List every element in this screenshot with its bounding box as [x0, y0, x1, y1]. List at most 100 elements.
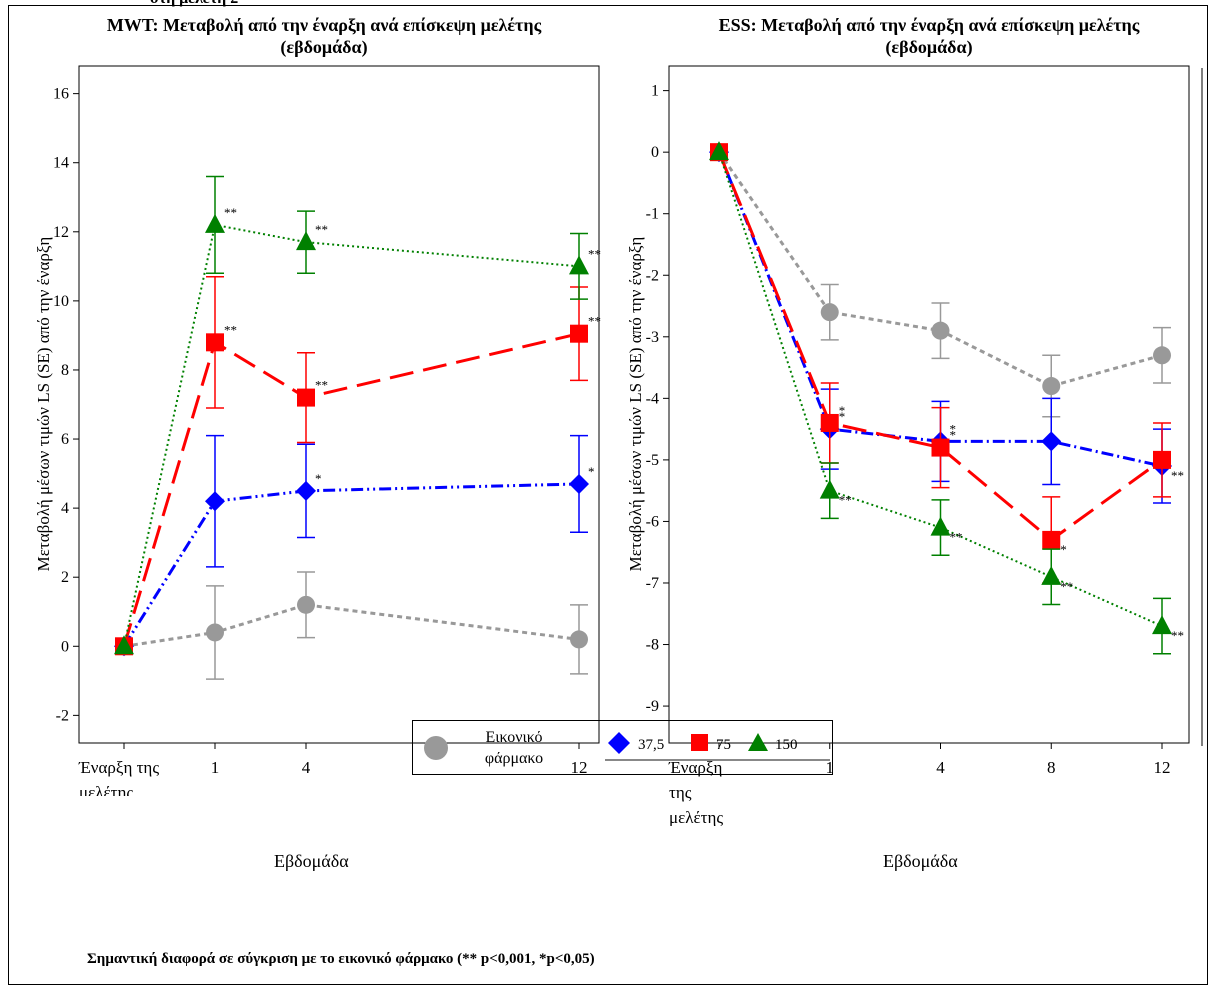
significance-label: ** — [1171, 468, 1184, 483]
data-point — [114, 635, 134, 655]
x-tick-label: 4 — [936, 758, 945, 777]
legend-label-placebo: Εικονικό φάρμακο — [484, 729, 544, 767]
data-point — [1042, 530, 1061, 549]
y-tick-label: 4 — [61, 500, 69, 517]
y-tick-label: -8 — [646, 637, 659, 654]
data-point — [205, 491, 225, 512]
x-tick-label: μελέτης — [79, 783, 133, 796]
data-point — [931, 321, 950, 340]
x-tick-label: μελέτης — [669, 808, 723, 826]
significance-label: ** — [224, 205, 237, 220]
data-point — [1041, 431, 1062, 452]
legend-marker-placebo — [424, 736, 448, 760]
plot-area — [668, 65, 1190, 744]
data-point — [1153, 450, 1171, 469]
y-tick-label: 0 — [651, 144, 659, 161]
data-point — [930, 516, 951, 536]
chart-title-ess: ESS: Μεταβολή από την έναρξη ανά επίσκεψ… — [718, 15, 1140, 57]
significance-label: * — [315, 471, 322, 486]
data-point — [1152, 615, 1172, 635]
y-tick-label: -1 — [646, 206, 659, 223]
x-tick-label: 4 — [302, 758, 311, 777]
legend-label-37-5: 37,5 — [638, 737, 664, 753]
legend-label-150: 150 — [775, 737, 798, 753]
significance-label: * — [839, 409, 846, 424]
y-tick-label: -7 — [646, 575, 659, 592]
data-point — [296, 480, 316, 501]
significance-label: * — [1060, 542, 1067, 557]
x-axis-label-mwt: Εβδομάδα — [274, 851, 349, 871]
x-tick-label: 12 — [1154, 758, 1171, 777]
significance-label: * — [588, 464, 595, 479]
x-tick-label: Έναρξη της — [78, 758, 159, 777]
data-point — [297, 595, 315, 614]
significance-label: ** — [315, 378, 328, 393]
plot-area — [78, 65, 600, 744]
y-tick-label: 2 — [61, 569, 69, 586]
x-tick-label: 12 — [571, 758, 588, 777]
significance-label: ** — [839, 493, 852, 508]
series-line — [717, 151, 1163, 468]
data-point — [931, 438, 950, 457]
legend-marker-75 — [691, 734, 708, 751]
data-point — [205, 213, 225, 233]
significance-label: ** — [588, 314, 601, 329]
y-tick-label: -2 — [56, 707, 69, 724]
page-title: στη μελέτη 2 — [150, 0, 238, 8]
y-tick-label: -9 — [646, 698, 659, 715]
data-point — [206, 623, 224, 642]
data-point — [820, 413, 839, 432]
data-point — [206, 333, 224, 352]
figure-frame: MWT: Μεταβολή από την έναρξη ανά επίσκεψ… — [8, 5, 1208, 985]
significance-label: ** — [315, 222, 328, 237]
chart-title-mwt: MWT: Μεταβολή από την έναρξη ανά επίσκεψ… — [106, 15, 542, 57]
significance-label: ** — [588, 246, 601, 261]
significance-label: * — [839, 403, 846, 418]
data-point — [1153, 346, 1171, 365]
x-tick-label: 1 — [826, 758, 835, 777]
legend: Εικονικό φάρμακο 37,5 75 150 — [412, 720, 833, 775]
data-point — [570, 324, 588, 343]
x-axis-label-ess: Εβδομάδα — [883, 851, 958, 871]
data-point — [297, 388, 315, 407]
data-point — [570, 630, 588, 649]
legend-marker-150 — [748, 733, 768, 751]
y-tick-label: 14 — [53, 155, 69, 172]
y-tick-label: -6 — [646, 513, 659, 530]
series-line — [122, 332, 580, 647]
data-point — [569, 255, 589, 275]
footnote: Σημαντική διαφορά σε σύγκριση με το εικο… — [87, 951, 595, 967]
x-tick-label: Έναρξη — [668, 758, 722, 777]
x-tick-label: της — [669, 783, 692, 802]
y-tick-label: 12 — [53, 224, 69, 241]
y-tick-label: 8 — [61, 362, 69, 379]
legend-marker-37-5 — [608, 732, 630, 754]
series-line — [123, 223, 580, 647]
significance-label: * — [950, 421, 957, 436]
y-tick-label: 10 — [53, 293, 69, 310]
y-tick-label: -2 — [646, 267, 659, 284]
legend-series-markers: 37,5 75 150 — [605, 732, 830, 761]
x-tick-label: 1 — [211, 758, 220, 777]
data-point — [820, 303, 839, 322]
data-point — [1041, 565, 1062, 585]
y-tick-label: -3 — [646, 329, 659, 346]
y-tick-label: 0 — [61, 638, 69, 655]
series-line — [717, 151, 1163, 542]
y-tick-label: -4 — [646, 390, 659, 407]
data-point — [296, 231, 316, 251]
y-tick-label: -5 — [646, 452, 659, 469]
data-point — [569, 473, 589, 494]
significance-label: ** — [1171, 628, 1184, 643]
y-tick-label: 16 — [53, 86, 69, 103]
significance-label: ** — [224, 322, 237, 337]
y-tick-label: 1 — [651, 83, 659, 100]
data-point — [709, 141, 729, 161]
x-tick-label: 8 — [1047, 758, 1056, 777]
significance-label: * — [950, 428, 957, 443]
data-point — [1042, 377, 1061, 396]
series-line — [122, 482, 580, 648]
significance-label: ** — [1060, 579, 1073, 594]
data-point — [819, 479, 840, 499]
